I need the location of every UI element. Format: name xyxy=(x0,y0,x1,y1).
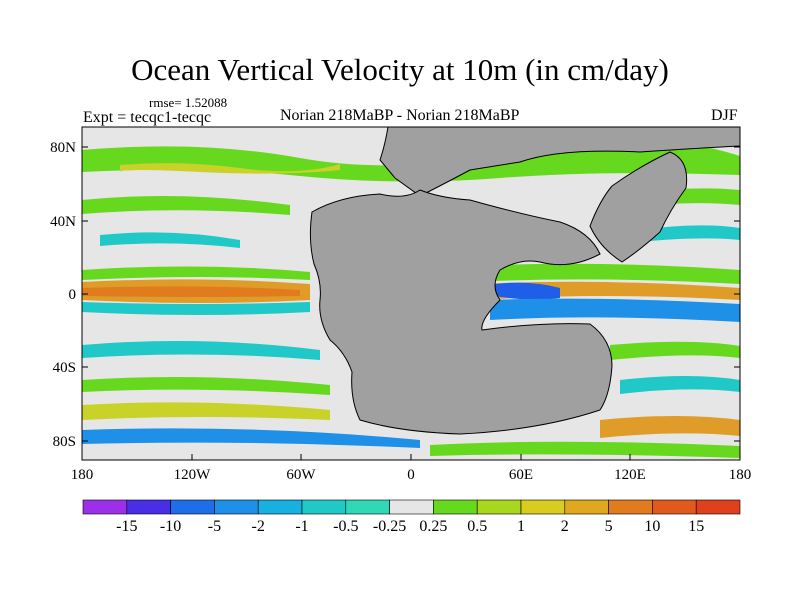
colorbar-swatch xyxy=(82,499,128,515)
lon-tick-label: 120E xyxy=(614,467,646,483)
colorbar-swatch xyxy=(257,499,303,515)
colorbar-label: 1 xyxy=(517,518,525,535)
rmse-label: rmse= 1.52088 xyxy=(149,95,228,110)
colorbar xyxy=(82,499,741,515)
lon-tick-label: 0 xyxy=(407,467,415,483)
colorbar-labels: -15 -10 -5 -2 -1 -0.5 -0.25 0.25 0.5 1 2 5 10 15 xyxy=(116,518,704,535)
lon-tick-label: 60W xyxy=(286,467,316,483)
colorbar-swatch xyxy=(433,499,478,515)
season-label: DJF xyxy=(711,107,738,124)
colorbar-swatch xyxy=(301,499,347,515)
colorbar-label: 0.25 xyxy=(419,518,447,535)
lat-tick-label: 40N xyxy=(50,214,76,230)
lat-tick-label: 40S xyxy=(53,360,76,376)
colorbar-swatch xyxy=(170,499,215,515)
lat-tick-label: 80N xyxy=(50,140,76,156)
colorbar-label: -0.5 xyxy=(333,518,358,535)
colorbar-label: -1 xyxy=(295,518,308,535)
colorbar-label: -15 xyxy=(116,518,137,535)
colorbar-swatch xyxy=(695,499,741,515)
colorbar-label: 15 xyxy=(688,518,704,535)
lat-tick-label: 0 xyxy=(69,287,77,303)
lat-tick-label: 80S xyxy=(53,434,76,450)
colorbar-swatch xyxy=(389,499,434,515)
colorbar-label: 5 xyxy=(605,518,613,535)
lon-tick-label: 60E xyxy=(509,467,533,483)
colorbar-swatch xyxy=(564,499,609,515)
lon-tick-label: 180 xyxy=(729,467,752,483)
colorbar-label: -0.25 xyxy=(373,518,406,535)
experiment-label: Expt = tecqc1-tecqc xyxy=(83,109,212,126)
colorbar-swatch xyxy=(126,499,171,515)
colorbar-swatch xyxy=(214,499,259,515)
colorbar-swatch xyxy=(608,499,653,515)
colorbar-label: -5 xyxy=(208,518,221,535)
colorbar-label: -2 xyxy=(252,518,265,535)
subtitle-label: Norian 218MaBP - Norian 218MaBP xyxy=(280,107,520,124)
plot-title: Ocean Vertical Velocity at 10m (in cm/da… xyxy=(131,52,669,87)
colorbar-swatch xyxy=(652,499,697,515)
colorbar-label: 0.5 xyxy=(467,518,487,535)
colorbar-label: 10 xyxy=(644,518,660,535)
lon-tick-label: 120W xyxy=(174,467,212,483)
colorbar-swatch xyxy=(476,499,522,515)
colorbar-swatch xyxy=(520,499,566,515)
landmass xyxy=(309,126,741,435)
colorbar-swatch xyxy=(345,499,390,515)
colorbar-label: 2 xyxy=(561,518,569,535)
lon-tick-label: 180 xyxy=(71,467,94,483)
colorbar-label: -10 xyxy=(160,518,181,535)
